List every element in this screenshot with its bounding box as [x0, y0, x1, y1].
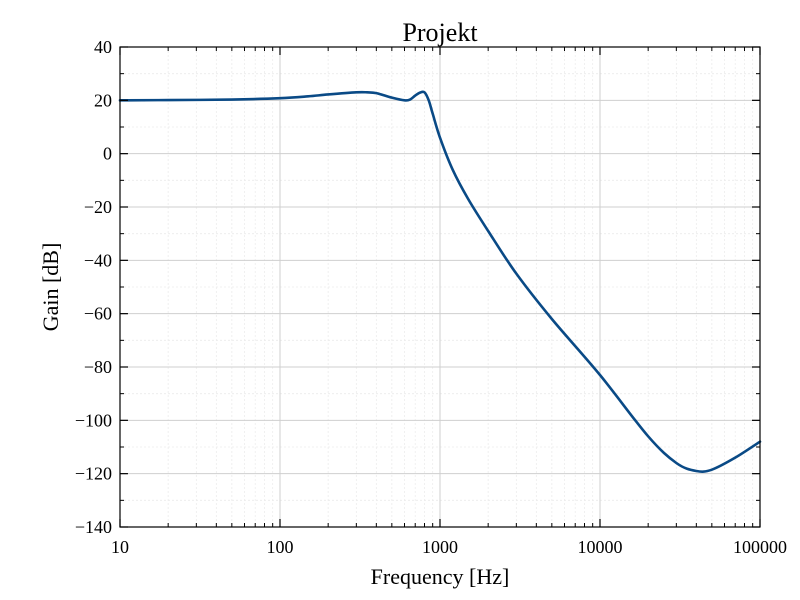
x-tick-label: 100: [267, 537, 294, 557]
chart-title: Projekt: [402, 18, 478, 47]
minor-grid: [120, 47, 760, 527]
y-axis-title: Gain [dB]: [38, 243, 63, 332]
x-tick-label: 10000: [578, 537, 623, 557]
x-tick-label: 100000: [733, 537, 787, 557]
y-tick-label: 40: [94, 37, 112, 57]
y-tick-label: −60: [84, 304, 112, 324]
y-tick-label: −40: [84, 250, 112, 270]
x-axis-title: Frequency [Hz]: [371, 564, 510, 589]
axis-ticks: [119, 46, 761, 528]
y-tick-label: −20: [84, 197, 112, 217]
y-tick-label: 0: [103, 144, 112, 164]
y-tick-label: 20: [94, 90, 112, 110]
y-tick-label: −120: [75, 464, 112, 484]
x-tick-labels: 10 100 1000 10000 100000: [111, 537, 787, 557]
series-line: [118, 90, 762, 473]
y-tick-label: −100: [75, 410, 112, 430]
y-tick-label: −80: [84, 357, 112, 377]
x-tick-label: 10: [111, 537, 129, 557]
y-tick-labels: 40 20 0 −20 −40 −60 −80 −100 −120 −140: [75, 37, 112, 537]
x-tick-label: 1000: [422, 537, 458, 557]
y-tick-label: −140: [75, 517, 112, 537]
